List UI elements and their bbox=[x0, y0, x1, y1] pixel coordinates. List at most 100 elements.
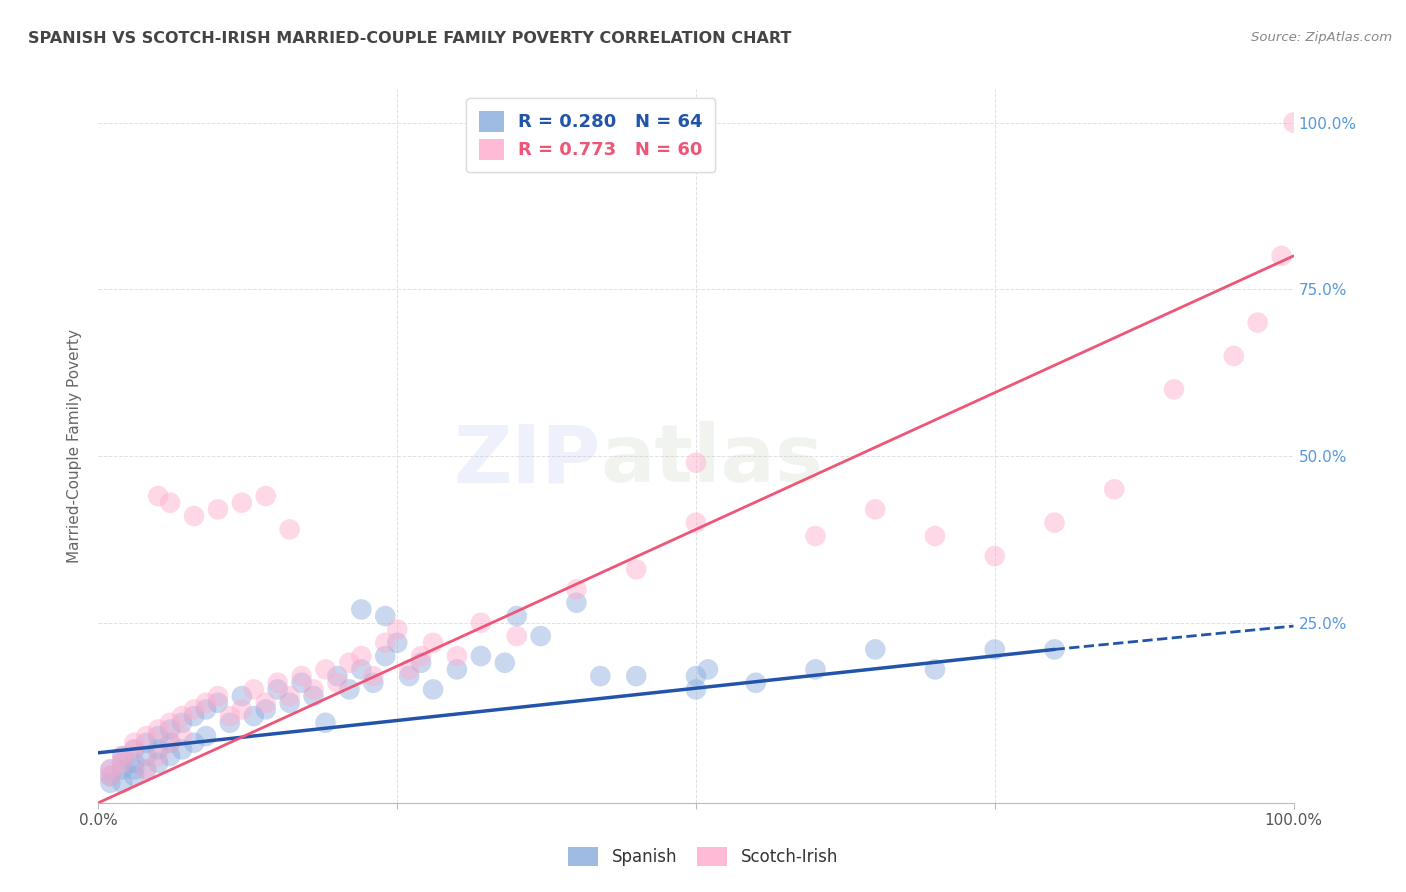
Scotch-Irish bbox=[159, 496, 181, 510]
Text: Source: ZipAtlas.com: Source: ZipAtlas.com bbox=[1251, 31, 1392, 45]
Scotch-Irish bbox=[804, 529, 827, 543]
Scotch-Irish bbox=[1282, 115, 1305, 129]
Spanish bbox=[411, 656, 433, 670]
Scotch-Irish bbox=[254, 696, 277, 710]
Spanish bbox=[194, 729, 218, 743]
Scotch-Irish bbox=[398, 662, 420, 676]
Spanish bbox=[159, 749, 181, 764]
Scotch-Irish bbox=[267, 675, 290, 690]
Spanish bbox=[183, 736, 205, 750]
Spanish bbox=[374, 609, 396, 624]
Spanish bbox=[111, 749, 134, 764]
Scotch-Irish bbox=[219, 709, 242, 723]
Spanish bbox=[124, 763, 146, 777]
Scotch-Irish bbox=[685, 456, 707, 470]
Spanish bbox=[278, 696, 301, 710]
Spanish bbox=[697, 662, 720, 676]
Scotch-Irish bbox=[339, 656, 360, 670]
Scotch-Irish bbox=[984, 549, 1007, 563]
Scotch-Irish bbox=[374, 636, 396, 650]
Spanish bbox=[326, 669, 349, 683]
Spanish bbox=[290, 675, 312, 690]
Spanish bbox=[135, 763, 157, 777]
Spanish bbox=[385, 636, 409, 650]
Spanish bbox=[398, 669, 420, 683]
Scotch-Irish bbox=[1246, 316, 1268, 330]
Spanish bbox=[159, 723, 181, 737]
Spanish bbox=[589, 669, 612, 683]
Scotch-Irish bbox=[350, 649, 373, 664]
Spanish bbox=[111, 763, 134, 777]
Scotch-Irish bbox=[135, 729, 157, 743]
Spanish bbox=[183, 709, 205, 723]
Spanish bbox=[494, 656, 516, 670]
Spanish bbox=[135, 736, 157, 750]
Spanish bbox=[267, 682, 290, 697]
Spanish bbox=[745, 675, 768, 690]
Spanish bbox=[350, 602, 373, 616]
Text: SPANISH VS SCOTCH-IRISH MARRIED-COUPLE FAMILY POVERTY CORRELATION CHART: SPANISH VS SCOTCH-IRISH MARRIED-COUPLE F… bbox=[28, 31, 792, 46]
Legend: R = 0.280   N = 64, R = 0.773   N = 60: R = 0.280 N = 64, R = 0.773 N = 60 bbox=[465, 98, 716, 172]
Scotch-Irish bbox=[1102, 483, 1125, 497]
Spanish bbox=[207, 696, 229, 710]
Spanish bbox=[135, 749, 157, 764]
Spanish bbox=[626, 669, 648, 683]
Spanish bbox=[685, 669, 707, 683]
Spanish bbox=[315, 715, 337, 730]
Spanish bbox=[470, 649, 492, 664]
Spanish bbox=[924, 662, 946, 676]
Spanish bbox=[374, 649, 396, 664]
Scotch-Irish bbox=[363, 669, 385, 683]
Spanish bbox=[98, 769, 122, 783]
Y-axis label: Married-Couple Family Poverty: Married-Couple Family Poverty bbox=[67, 329, 83, 563]
Scotch-Irish bbox=[183, 702, 205, 716]
Scotch-Irish bbox=[302, 682, 325, 697]
Scotch-Irish bbox=[863, 502, 887, 516]
Scotch-Irish bbox=[111, 756, 134, 770]
Spanish bbox=[124, 756, 146, 770]
Spanish bbox=[219, 715, 242, 730]
Spanish bbox=[194, 702, 218, 716]
Spanish bbox=[98, 763, 122, 777]
Spanish bbox=[863, 642, 887, 657]
Scotch-Irish bbox=[135, 763, 157, 777]
Scotch-Irish bbox=[243, 682, 266, 697]
Spanish bbox=[529, 629, 551, 643]
Spanish bbox=[350, 662, 373, 676]
Scotch-Irish bbox=[98, 769, 122, 783]
Scotch-Irish bbox=[685, 516, 707, 530]
Scotch-Irish bbox=[1163, 382, 1185, 396]
Scotch-Irish bbox=[626, 562, 648, 576]
Scotch-Irish bbox=[422, 636, 444, 650]
Scotch-Irish bbox=[278, 689, 301, 703]
Scotch-Irish bbox=[231, 496, 253, 510]
Scotch-Irish bbox=[172, 709, 194, 723]
Scotch-Irish bbox=[924, 529, 946, 543]
Scotch-Irish bbox=[111, 749, 134, 764]
Scotch-Irish bbox=[148, 749, 170, 764]
Spanish bbox=[148, 742, 170, 756]
Scotch-Irish bbox=[315, 662, 337, 676]
Scotch-Irish bbox=[1271, 249, 1294, 263]
Spanish bbox=[231, 689, 253, 703]
Text: ZIP: ZIP bbox=[453, 421, 600, 500]
Scotch-Irish bbox=[565, 582, 588, 597]
Scotch-Irish bbox=[183, 509, 205, 524]
Scotch-Irish bbox=[124, 742, 146, 756]
Spanish bbox=[1043, 642, 1066, 657]
Spanish bbox=[111, 756, 134, 770]
Scotch-Irish bbox=[1043, 516, 1066, 530]
Spanish bbox=[363, 675, 385, 690]
Spanish bbox=[98, 776, 122, 790]
Scotch-Irish bbox=[172, 729, 194, 743]
Spanish bbox=[506, 609, 529, 624]
Spanish bbox=[302, 689, 325, 703]
Scotch-Irish bbox=[385, 623, 409, 637]
Scotch-Irish bbox=[470, 615, 492, 630]
Scotch-Irish bbox=[506, 629, 529, 643]
Scotch-Irish bbox=[159, 736, 181, 750]
Scotch-Irish bbox=[254, 489, 277, 503]
Spanish bbox=[124, 769, 146, 783]
Spanish bbox=[124, 742, 146, 756]
Scotch-Irish bbox=[98, 763, 122, 777]
